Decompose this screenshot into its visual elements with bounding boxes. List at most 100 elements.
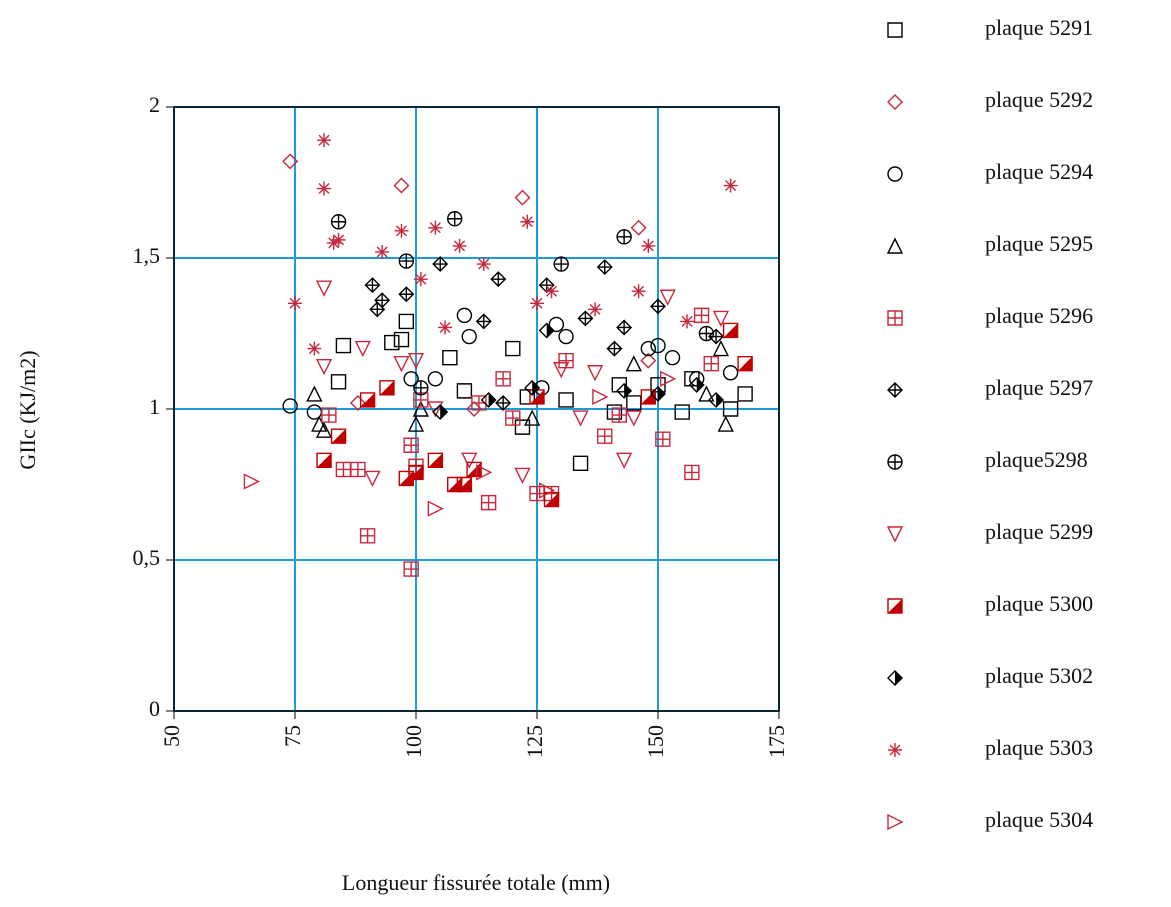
point — [447, 211, 463, 227]
point — [350, 461, 366, 478]
marker-outline — [708, 391, 725, 408]
marker-outline — [456, 476, 473, 493]
point — [538, 482, 556, 499]
marker-outline — [543, 491, 560, 508]
point — [282, 398, 298, 414]
legend-label: plaque 5297 — [985, 375, 1093, 400]
point — [403, 437, 419, 453]
point — [615, 452, 633, 469]
point — [722, 401, 739, 417]
point — [616, 319, 633, 336]
marker-outline — [379, 380, 395, 396]
point — [524, 409, 541, 426]
marker-fill — [317, 453, 332, 468]
marker-outline — [616, 382, 633, 399]
point — [315, 280, 333, 297]
point — [650, 298, 666, 315]
point — [476, 464, 493, 481]
marker-fill — [895, 671, 902, 685]
legend-marker — [887, 94, 903, 110]
marker-fill — [546, 323, 554, 338]
point — [307, 341, 322, 356]
marker-outline — [688, 376, 705, 393]
point — [572, 455, 589, 472]
marker-outline — [432, 404, 449, 421]
point — [520, 214, 535, 229]
marker-outline — [480, 391, 497, 408]
point — [398, 253, 415, 269]
point — [364, 277, 381, 294]
legend-label: plaque 5300 — [985, 591, 1093, 616]
marker-fill — [544, 492, 559, 507]
y-axis-title: GIIc (KJ/m2) — [15, 350, 40, 469]
legend-marker — [888, 743, 902, 757]
point — [529, 485, 545, 502]
point — [495, 371, 511, 387]
point — [514, 189, 531, 206]
point — [471, 395, 487, 411]
point — [616, 229, 632, 245]
x-tick-label: 50 — [159, 725, 184, 747]
x-tick-label: 150 — [643, 725, 668, 758]
marker-outline — [538, 322, 555, 339]
point — [684, 464, 700, 481]
point — [588, 302, 603, 317]
point — [427, 401, 444, 418]
marker-fill — [532, 380, 540, 395]
point — [452, 238, 467, 253]
legend-label: plaque 5295 — [985, 231, 1093, 256]
legend-marker — [887, 22, 903, 38]
legend-marker — [887, 166, 903, 182]
point — [514, 419, 531, 435]
point — [689, 371, 705, 387]
point — [722, 322, 739, 339]
point — [413, 272, 428, 287]
marker-outline — [650, 385, 666, 402]
marker-outline — [737, 356, 753, 372]
point — [553, 256, 569, 272]
point — [403, 561, 419, 577]
marker-fill — [658, 386, 665, 401]
marker-outline — [316, 452, 332, 469]
point — [326, 235, 341, 250]
point — [316, 452, 332, 469]
x-tick-label: 125 — [522, 725, 547, 758]
point — [456, 476, 473, 493]
point — [306, 385, 323, 402]
point — [505, 340, 521, 357]
point — [737, 386, 753, 402]
point — [597, 428, 613, 444]
point — [611, 407, 627, 423]
point — [398, 286, 415, 303]
point — [359, 392, 376, 408]
legend-marker — [887, 454, 903, 470]
point — [723, 178, 738, 193]
point — [737, 356, 753, 372]
point — [398, 313, 415, 330]
point — [379, 380, 395, 396]
marker-fill — [530, 389, 544, 404]
legend-marker — [887, 310, 903, 326]
legend-marker — [886, 237, 904, 254]
point — [427, 452, 444, 469]
point — [375, 244, 390, 259]
marker-outline — [359, 392, 376, 408]
legend-label: plaque 5296 — [985, 303, 1093, 328]
point — [586, 365, 604, 382]
marker-fill — [399, 471, 414, 486]
point — [544, 284, 559, 299]
point — [717, 415, 734, 432]
point — [442, 349, 458, 366]
point — [317, 133, 332, 148]
point — [722, 365, 739, 381]
point — [317, 181, 332, 196]
point — [321, 407, 337, 423]
marker-outline — [466, 461, 482, 478]
point — [529, 389, 545, 405]
point — [374, 292, 391, 309]
marker-outline — [330, 428, 347, 444]
point — [712, 310, 730, 327]
point — [655, 431, 671, 447]
point — [495, 394, 512, 411]
plot-frame — [173, 106, 780, 712]
